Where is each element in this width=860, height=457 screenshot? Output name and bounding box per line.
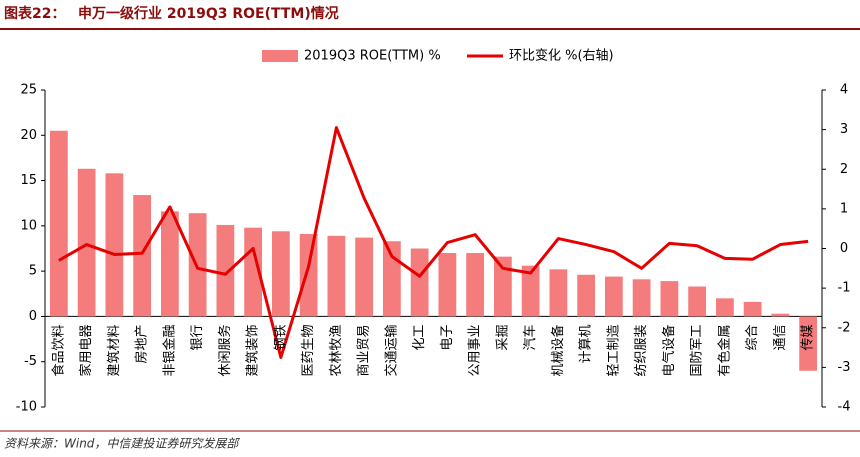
- y-tick-label: -10: [16, 400, 37, 415]
- bar: [466, 253, 485, 317]
- x-tick-label: 农林牧渔: [329, 324, 344, 376]
- x-tick-label: 建筑材料: [106, 324, 122, 376]
- y2-tick-label: -3: [838, 360, 851, 375]
- y2-tick-label: 2: [840, 162, 848, 177]
- y-tick-label: 15: [20, 173, 37, 188]
- header-title: 申万一级行业 2019Q3 ROE(TTM)情况: [78, 5, 339, 22]
- legend-swatch: [262, 50, 298, 62]
- y2-tick-label: -2: [838, 320, 851, 335]
- bar: [49, 130, 68, 317]
- x-tick-label: 轻工制造: [606, 324, 621, 376]
- y-tick-label: 10: [20, 218, 37, 233]
- bar: [688, 286, 707, 317]
- bar: [521, 265, 540, 317]
- y2-tick-label: -4: [838, 400, 851, 415]
- bar: [410, 248, 429, 317]
- bar: [244, 227, 263, 317]
- x-tick-label: 电子: [440, 324, 455, 350]
- bar: [799, 316, 818, 371]
- y2-tick-label: -1: [838, 281, 851, 296]
- bar: [549, 269, 568, 317]
- source: 资料来源：Wind，中信建投证券研究发展部: [4, 437, 240, 451]
- bar: [299, 234, 318, 317]
- y-tick-label: 20: [20, 128, 37, 143]
- bar: [271, 231, 290, 317]
- bar: [604, 276, 623, 317]
- bar: [133, 195, 152, 317]
- x-tick-label: 机械设备: [550, 324, 566, 376]
- bar: [632, 279, 651, 317]
- x-tick-label: 钢铁: [273, 324, 288, 350]
- y2-tick-label: 3: [840, 122, 848, 137]
- y-tick-label: 0: [29, 309, 37, 324]
- x-tick-label: 家用电器: [78, 324, 94, 376]
- x-tick-label: 商业贸易: [357, 324, 372, 376]
- header-label: 图表22：: [4, 5, 65, 22]
- x-tick-label: 医药生物: [301, 324, 316, 376]
- x-tick-label: 电气设备: [661, 324, 677, 376]
- bar: [327, 235, 346, 317]
- bar: [743, 301, 762, 317]
- bar: [77, 168, 96, 317]
- x-tick-label: 有色金属: [716, 324, 732, 376]
- x-tick-label: 国防军工: [689, 324, 705, 376]
- x-tick-label: 公用事业: [468, 324, 483, 376]
- bar: [105, 173, 124, 317]
- x-tick-label: 休闲服务: [217, 324, 233, 376]
- bar: [715, 298, 734, 317]
- y-tick-label: -5: [24, 354, 37, 369]
- y2-tick-label: 4: [840, 83, 848, 98]
- y-tick-label: 5: [29, 264, 37, 279]
- x-tick-label: 化工: [412, 324, 427, 350]
- x-tick-label: 计算机: [579, 324, 594, 363]
- bar: [577, 274, 596, 317]
- bar: [771, 313, 790, 317]
- y-tick-label: 25: [20, 83, 37, 98]
- bar: [216, 224, 235, 317]
- x-tick-label: 汽车: [522, 324, 538, 350]
- x-tick-label: 综合: [745, 324, 760, 350]
- bar: [382, 241, 401, 317]
- x-tick-label: 银行: [190, 324, 205, 350]
- x-tick-label: 食品饮料: [50, 324, 66, 376]
- y2-tick-label: 0: [840, 241, 848, 256]
- line: [58, 126, 809, 359]
- x-tick-label: 通信: [773, 324, 788, 350]
- x-tick-label: 采掘: [495, 324, 510, 350]
- x-tick-label: 交通运输: [383, 324, 399, 376]
- x-tick-label: 房地产: [134, 324, 150, 363]
- legend-label: 2019Q3 ROE(TTM) %: [304, 49, 441, 64]
- bar: [493, 256, 512, 317]
- legend-label: 环比变化 %(右轴): [509, 48, 614, 64]
- bar: [355, 237, 374, 317]
- x-tick-label: 建筑装饰: [245, 324, 261, 376]
- x-tick-label: 非银金融: [161, 324, 177, 376]
- x-tick-label: 传媒: [801, 324, 816, 350]
- bar: [438, 253, 457, 317]
- y2-tick-label: 1: [840, 201, 848, 216]
- x-tick-label: 纺织服装: [634, 324, 649, 376]
- bar: [160, 211, 179, 317]
- bar: [660, 281, 679, 317]
